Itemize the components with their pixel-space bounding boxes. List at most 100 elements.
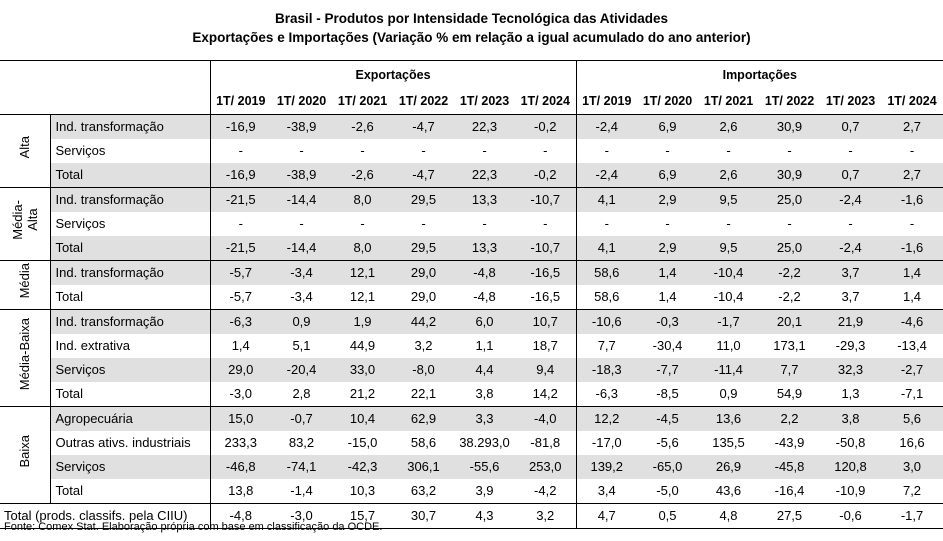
export-value: 83,2 xyxy=(288,435,315,450)
import-value: 0,7 xyxy=(820,114,881,139)
import-value: 4,1 xyxy=(575,236,637,261)
import-value: 6,9 xyxy=(637,114,698,139)
export-value: -4,8 xyxy=(210,503,271,529)
export-value: 8,0 xyxy=(332,236,393,261)
import-value: -30,4 xyxy=(652,338,683,353)
export-value: -2,6 xyxy=(332,114,393,139)
year-header: 1T/ 2022 xyxy=(393,88,454,115)
import-value: -7,1 xyxy=(900,386,924,401)
row-label: Ind. extrativa xyxy=(50,334,211,358)
import-value: - xyxy=(909,143,915,158)
year-header: 1T/ 2023 xyxy=(454,88,515,115)
export-value: 29,5 xyxy=(393,187,454,212)
import-value: -11,4 xyxy=(698,358,759,382)
import-value: -5,0 xyxy=(656,483,679,498)
year-header: 1T/ 2022 xyxy=(759,88,820,115)
import-value: - xyxy=(575,139,637,163)
import-value: 120,8 xyxy=(820,455,881,479)
export-value: -55,6 xyxy=(454,455,515,479)
row-label: Total xyxy=(50,382,211,407)
import-value: 1,3 xyxy=(841,386,860,401)
export-value: 14,2 xyxy=(532,386,558,401)
export-value: 253,0 xyxy=(515,455,576,479)
export-value: 21,2 xyxy=(349,386,376,401)
row-label: Serviços xyxy=(50,358,211,382)
export-value: - xyxy=(421,216,426,231)
export-value: -46,8 xyxy=(210,455,271,479)
import-value: -2,4 xyxy=(820,236,881,261)
export-value: 8,0 xyxy=(332,187,393,212)
export-value: 10,4 xyxy=(332,406,393,431)
import-value: 2,7 xyxy=(881,163,943,188)
import-value: -0,6 xyxy=(820,503,881,529)
export-value: -4,7 xyxy=(393,114,454,139)
import-value: 7,2 xyxy=(902,483,922,498)
export-value: -4,2 xyxy=(534,483,557,498)
export-value: 13,3 xyxy=(454,236,515,261)
export-value: - xyxy=(482,143,487,158)
export-value: 306,1 xyxy=(393,455,454,479)
import-value: -2,2 xyxy=(778,289,801,304)
import-value: 26,9 xyxy=(698,455,759,479)
export-value: -38,9 xyxy=(271,163,332,188)
export-value: 4,3 xyxy=(454,503,515,529)
export-value: 29,0 xyxy=(393,260,454,285)
table-row: Serviços - - - - - - - - - - - - xyxy=(0,139,943,163)
table-row: Média- Alta Ind. transformação -21,5 -14,4 8,… xyxy=(0,187,943,261)
export-value: 3,9 xyxy=(475,483,494,498)
import-value: -16,4 xyxy=(774,483,805,498)
import-value: 6,9 xyxy=(637,163,698,188)
export-value: -74,1 xyxy=(271,455,332,479)
import-value: -7,7 xyxy=(637,358,698,382)
export-value: 5,1 xyxy=(292,338,311,353)
export-value: -14,4 xyxy=(271,187,332,212)
import-value: -2,4 xyxy=(575,114,637,139)
year-header: 1T/ 2020 xyxy=(271,88,332,115)
import-value: - xyxy=(665,143,670,158)
export-value: 3,2 xyxy=(515,503,576,529)
import-value: 30,9 xyxy=(759,114,820,139)
export-value: 12,1 xyxy=(349,289,376,304)
year-header: 1T/ 2024 xyxy=(881,88,943,115)
corner-cell xyxy=(50,88,211,115)
import-value: -1,7 xyxy=(881,503,943,529)
import-value: 30,9 xyxy=(759,163,820,188)
export-value: 38.293,0 xyxy=(459,435,510,450)
row-label: Ind. transformação xyxy=(50,309,211,334)
group-label-text: Alta xyxy=(17,135,33,159)
export-value: -2,6 xyxy=(332,163,393,188)
table-row: Total -5,7 -3,4 12,1 29,0 -4,8 -16,5 58,6 1,4 -10… xyxy=(0,285,943,310)
table-row: Total -16,9 -38,9 -2,6 -4,7 22,3 -0,2 -2,4 6,9 2,… xyxy=(0,163,943,188)
export-value: -5,7 xyxy=(229,289,252,304)
export-value: 3,8 xyxy=(475,386,494,401)
export-value: 58,6 xyxy=(410,435,437,450)
export-value: -4,8 xyxy=(473,289,496,304)
row-label: Ind. transformação xyxy=(50,187,211,212)
import-value: 3,7 xyxy=(820,260,881,285)
year-header: 1T/ 2023 xyxy=(820,88,881,115)
import-value: -18,3 xyxy=(575,358,637,382)
row-label: Ind. transformação xyxy=(50,114,211,139)
export-value: 4,4 xyxy=(454,358,515,382)
import-value: - xyxy=(665,216,670,231)
table-subtitle: Exportações e Importações (Variação % em… xyxy=(192,30,751,45)
group-label-line: Média- xyxy=(9,200,25,240)
import-value: -50,8 xyxy=(835,435,866,450)
year-header: 1T/ 2020 xyxy=(637,88,698,115)
table-row: Baixa Agropecuária 15,0 -0,7 10,4 62,9 3,3 -4,0… xyxy=(0,406,943,504)
import-value: 20,1 xyxy=(759,309,820,334)
group-label: Média xyxy=(0,260,51,310)
total-row: Total (prods. classifs. pela CIIU) -4,8 -3… xyxy=(0,503,943,529)
export-value: -42,3 xyxy=(332,455,393,479)
group-label-text: Baixa xyxy=(17,434,33,468)
import-value: 3,7 xyxy=(841,289,860,304)
import-value: -6,3 xyxy=(575,382,637,407)
import-value: -10,6 xyxy=(575,309,637,334)
import-value: 2,9 xyxy=(637,236,698,261)
export-value: 10,3 xyxy=(349,483,376,498)
export-value: 1,1 xyxy=(475,338,494,353)
import-value: -4,6 xyxy=(881,309,943,334)
year-header: 1T/ 2021 xyxy=(332,88,393,115)
export-value: - xyxy=(543,143,548,158)
export-value: 1,4 xyxy=(231,338,250,353)
